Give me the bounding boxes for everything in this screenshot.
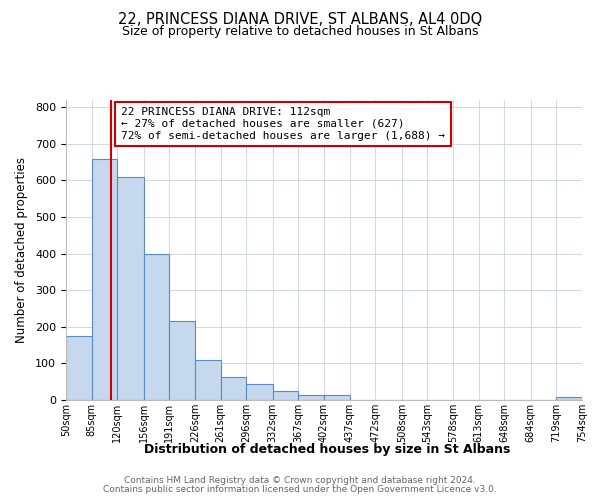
Bar	[324, 394, 350, 400]
Text: Contains HM Land Registry data © Crown copyright and database right 2024.: Contains HM Land Registry data © Crown c…	[124, 476, 476, 485]
Bar	[272, 391, 298, 400]
Y-axis label: Number of detached properties: Number of detached properties	[15, 157, 28, 343]
Bar	[143, 254, 169, 400]
Text: 22, PRINCESS DIANA DRIVE, ST ALBANS, AL4 0DQ: 22, PRINCESS DIANA DRIVE, ST ALBANS, AL4…	[118, 12, 482, 28]
Text: Distribution of detached houses by size in St Albans: Distribution of detached houses by size …	[144, 442, 510, 456]
Bar	[556, 398, 582, 400]
Bar	[221, 378, 247, 400]
Bar	[195, 360, 221, 400]
Text: Contains public sector information licensed under the Open Government Licence v3: Contains public sector information licen…	[103, 485, 497, 494]
Bar	[169, 322, 195, 400]
Bar	[247, 384, 272, 400]
Bar	[92, 158, 118, 400]
Text: 22 PRINCESS DIANA DRIVE: 112sqm
← 27% of detached houses are smaller (627)
72% o: 22 PRINCESS DIANA DRIVE: 112sqm ← 27% of…	[121, 108, 445, 140]
Bar	[298, 394, 324, 400]
Text: Size of property relative to detached houses in St Albans: Size of property relative to detached ho…	[122, 25, 478, 38]
Bar	[118, 177, 143, 400]
Bar	[66, 336, 92, 400]
